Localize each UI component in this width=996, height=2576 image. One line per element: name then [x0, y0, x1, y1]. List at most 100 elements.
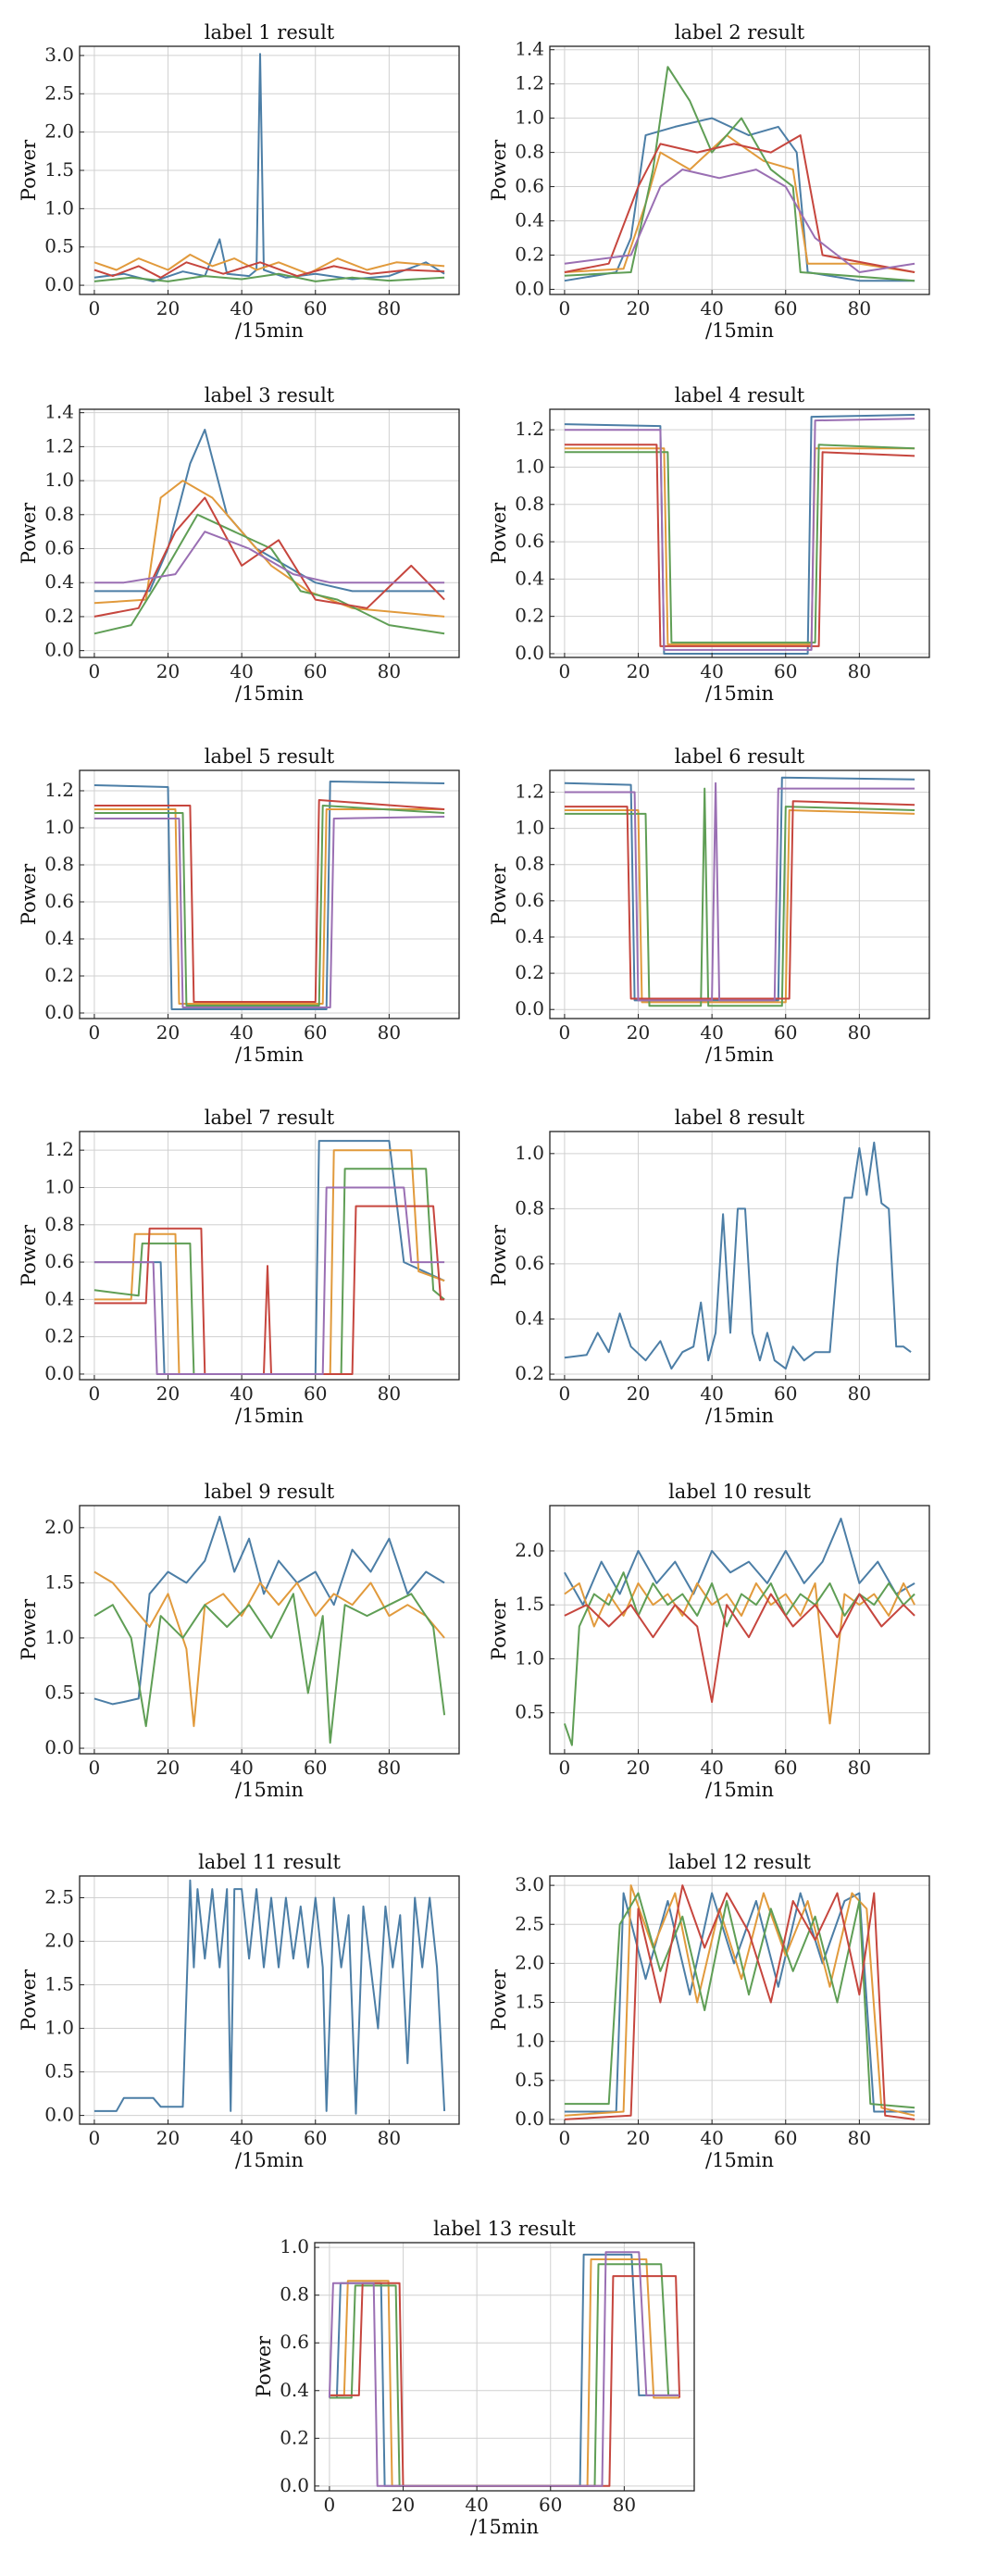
chart-label-6: 0 20 40 60 80 0.0 0.2 0.4 0.6 0.8 1.0 1.2 label 6 re…	[489, 745, 930, 1066]
chart-title: label 8 result	[675, 1107, 805, 1129]
y-tick-label: 0.0	[44, 1736, 74, 1758]
series-line	[564, 66, 915, 282]
y-tick-label: 0.5	[44, 2060, 74, 2082]
series-line	[93, 261, 445, 279]
grid	[80, 1506, 459, 1754]
x-tick-label: 60	[304, 1021, 327, 1044]
x-tick-label: 40	[230, 2127, 253, 2149]
y-axis-label: Power	[19, 1224, 40, 1286]
series-line	[93, 808, 445, 1005]
chart-title: label 9 result	[205, 1481, 335, 1503]
chart-label-5: 0 20 40 60 80 0.0 0.2 0.4 0.6 0.8 1.0 1.2 label 5 re…	[19, 745, 460, 1066]
y-tick-label: 0.0	[44, 2104, 74, 2126]
y-tick-label: 0.4	[44, 1287, 74, 1309]
y-tick-label: 0.0	[515, 997, 544, 1019]
x-tick-label: 40	[700, 2127, 723, 2149]
x-tick-label: 0	[89, 2127, 101, 2149]
y-tick-label: 0.2	[515, 1362, 544, 1384]
x-tick-label: 20	[627, 2127, 650, 2149]
y-tick-label: 0.0	[280, 2474, 309, 2496]
y-tick-label: 1.5	[44, 158, 74, 181]
y-tick-label: 0.5	[515, 2069, 544, 2091]
y-axis-label: Power	[19, 502, 40, 564]
x-tick-label: 20	[156, 1382, 180, 1405]
series-line	[564, 418, 915, 651]
y-tick-label: 0.6	[515, 530, 544, 552]
x-axis-label: /15min	[235, 682, 304, 705]
plot-frame	[549, 1875, 930, 2125]
x-tick-label: 0	[559, 1757, 571, 1779]
chart-title: label 2 result	[675, 21, 805, 44]
series-line	[93, 272, 445, 282]
x-tick-label: 0	[559, 1021, 571, 1044]
x-tick-label: 0	[89, 1757, 101, 1779]
y-tick-label: 1.2	[515, 418, 544, 440]
x-tick-label: 80	[848, 1757, 871, 1779]
grid	[550, 1506, 929, 1754]
y-axis-label: Power	[489, 1224, 510, 1286]
plot-frame	[549, 45, 930, 295]
y-tick-label: 2.0	[44, 120, 74, 143]
x-tick-label: 60	[774, 2127, 797, 2149]
plot-frame	[79, 1875, 460, 2125]
series-line	[564, 787, 915, 1007]
x-axis-label: /15min	[470, 2516, 539, 2538]
x-tick-label: 40	[700, 660, 723, 682]
y-tick-label: 1.4	[44, 401, 74, 423]
x-tick-label: 80	[613, 2494, 636, 2516]
y-tick-label: 1.0	[515, 455, 544, 477]
x-tick-label: 80	[848, 660, 871, 682]
x-tick-label: 20	[627, 1021, 650, 1044]
y-axis-label: Power	[489, 1969, 510, 2031]
plot-frame	[549, 1131, 930, 1381]
y-tick-label: 0.2	[44, 964, 74, 986]
series-line	[564, 414, 915, 655]
chart-label-9: 0 20 40 60 80 0.0 0.5 1.0 1.5 2.0 label 9 result/1…	[19, 1481, 460, 1801]
x-tick-label: 60	[774, 297, 797, 319]
y-tick-label: 1.2	[515, 72, 544, 94]
y-tick-label: 2.5	[515, 1912, 544, 1934]
y-tick-label: 0.6	[44, 890, 74, 912]
chart-label-3: 0 20 40 60 80 0.0 0.2 0.4 0.6 0.8 1.0 1.2 1.4 label 3…	[19, 384, 460, 705]
x-tick-label: 20	[156, 660, 180, 682]
series-line	[93, 429, 445, 593]
series-line	[328, 2251, 680, 2487]
y-tick-label: 0.0	[515, 277, 544, 299]
x-tick-label: 80	[848, 1382, 871, 1405]
x-tick-label: 40	[230, 1021, 253, 1044]
y-tick-label: 0.2	[44, 605, 74, 627]
y-tick-label: 1.5	[44, 1570, 74, 1593]
chart-title: label 7 result	[205, 1107, 335, 1129]
y-tick-label: 1.0	[515, 1646, 544, 1669]
y-tick-label: 0.8	[515, 853, 544, 875]
grid	[550, 770, 929, 1019]
series-line	[564, 1892, 915, 2109]
y-tick-label: 1.0	[515, 2030, 544, 2052]
series-line	[93, 513, 445, 635]
x-tick-label: 80	[378, 2127, 401, 2149]
series-line	[564, 447, 915, 645]
x-tick-label: 20	[627, 297, 650, 319]
y-tick-label: 0.8	[280, 2283, 309, 2306]
y-tick-label: 0.8	[515, 141, 544, 163]
chart-label-4: 0 20 40 60 80 0.0 0.2 0.4 0.6 0.8 1.0 1.2 label 4 re…	[489, 384, 930, 705]
x-tick-label: 40	[230, 660, 253, 682]
y-tick-label: 1.0	[44, 469, 74, 491]
x-tick-label: 60	[304, 1382, 327, 1405]
series-line	[93, 496, 445, 618]
x-axis-label: /15min	[235, 1779, 304, 1801]
series-line	[564, 1582, 915, 1725]
chart-label-7: 0 20 40 60 80 0.0 0.2 0.4 0.6 0.8 1.0 1.2 label 7 re…	[19, 1107, 460, 1427]
y-tick-label: 0.8	[44, 503, 74, 525]
grid	[80, 409, 459, 657]
x-axis-label: /15min	[705, 2149, 774, 2171]
plot-frame	[79, 408, 460, 658]
series-line	[93, 781, 445, 1010]
x-tick-label: 80	[378, 297, 401, 319]
x-axis-label: /15min	[705, 1779, 774, 1801]
plot-frame	[314, 2242, 695, 2492]
series-line	[564, 1593, 915, 1704]
y-tick-label: 0.2	[515, 243, 544, 265]
plot-frame	[549, 769, 930, 1019]
